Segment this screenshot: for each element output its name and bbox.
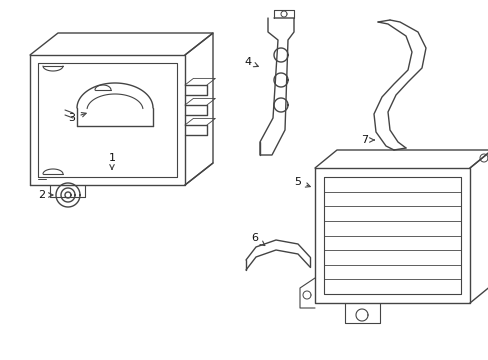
Text: 4: 4 xyxy=(244,57,258,67)
Text: 6: 6 xyxy=(251,233,264,246)
Text: 7: 7 xyxy=(361,135,374,145)
Text: 2: 2 xyxy=(39,190,53,200)
Text: 3: 3 xyxy=(68,113,86,123)
Text: 1: 1 xyxy=(108,153,115,169)
Text: 5: 5 xyxy=(294,177,309,187)
